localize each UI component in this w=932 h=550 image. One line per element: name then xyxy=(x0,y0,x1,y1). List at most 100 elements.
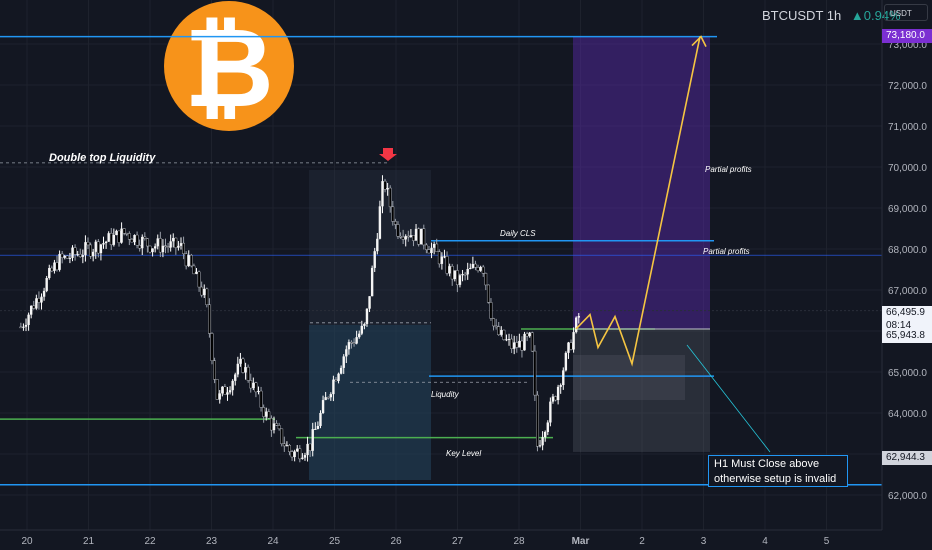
symbol-name: BTCUSDT xyxy=(762,8,824,23)
candle-body xyxy=(393,221,397,225)
currency-badge[interactable]: USDT xyxy=(884,4,928,21)
candle-body xyxy=(133,235,136,243)
candle-body xyxy=(254,382,258,393)
y-tick-label: 64,000.0 xyxy=(888,409,927,420)
candle-body xyxy=(234,374,237,381)
projection-arrow-head-icon xyxy=(691,35,707,47)
candle-body xyxy=(445,256,449,274)
candle-body xyxy=(391,206,395,222)
candle-body xyxy=(252,382,255,389)
candle-body xyxy=(559,385,562,387)
candle-body xyxy=(352,342,356,345)
candle-body xyxy=(257,391,260,393)
candle-body xyxy=(551,396,555,402)
range-zone-low xyxy=(309,325,431,480)
candle-body xyxy=(538,445,542,447)
candle-body xyxy=(329,394,333,398)
candle-body xyxy=(296,448,299,452)
candle-body xyxy=(277,425,281,430)
current-price-label: 66,495.9 xyxy=(882,306,932,320)
candle-body xyxy=(437,251,441,265)
candle-body xyxy=(355,337,358,344)
candle-body xyxy=(161,245,165,253)
candle-body xyxy=(156,238,159,247)
candle-body xyxy=(200,286,204,296)
candle-body xyxy=(270,417,273,431)
candle-body xyxy=(365,308,369,324)
candle-body xyxy=(350,341,353,344)
candle-body xyxy=(37,298,41,303)
candle-body xyxy=(424,244,428,250)
candle-body xyxy=(440,256,444,264)
candle-body xyxy=(301,457,304,459)
candle-body xyxy=(71,247,74,258)
candle-body xyxy=(388,187,392,208)
candle-body xyxy=(182,242,185,255)
candle-body xyxy=(99,244,103,254)
candle-body xyxy=(63,255,66,258)
candle-body xyxy=(135,234,139,246)
candle-body xyxy=(401,236,405,240)
candle-body xyxy=(282,443,286,447)
symbol-interval[interactable]: 1h xyxy=(826,8,842,23)
candle-body xyxy=(358,333,361,338)
candle-body xyxy=(172,238,175,242)
y-tick-label: 73,000.0 xyxy=(888,40,927,51)
candle-body xyxy=(221,386,224,394)
candle-body xyxy=(169,241,172,248)
candle-body xyxy=(203,288,206,296)
candle-body xyxy=(241,358,245,373)
projection-line xyxy=(575,36,701,367)
candle-body xyxy=(321,400,325,413)
candle-body xyxy=(308,443,312,452)
candle-body xyxy=(543,431,547,438)
candle-body xyxy=(73,247,77,255)
key-level-label: Key Level xyxy=(446,449,481,458)
candle-body xyxy=(339,367,343,374)
candle-body xyxy=(463,273,467,276)
stop-zone xyxy=(573,328,710,452)
candle-body xyxy=(466,268,469,275)
candle-body xyxy=(272,423,276,431)
x-tick-label: 25 xyxy=(329,536,341,547)
candle-body xyxy=(298,448,302,460)
candle-body xyxy=(306,443,309,456)
candle-body xyxy=(45,278,48,291)
candle-body xyxy=(530,332,534,352)
candle-body xyxy=(35,298,38,309)
candle-body xyxy=(342,356,345,368)
candle-body xyxy=(29,305,33,315)
candle-body xyxy=(476,267,480,271)
candle-body xyxy=(489,302,493,319)
y-tick-label: 72,000.0 xyxy=(888,81,927,92)
candle-body xyxy=(345,349,348,357)
candle-body xyxy=(130,239,134,243)
note-pointer xyxy=(686,344,771,453)
y-tick-label: 68,000.0 xyxy=(888,245,927,256)
candle-body xyxy=(479,266,482,271)
time-axis-bg xyxy=(0,530,932,550)
candle-body xyxy=(179,243,183,246)
x-tick-label: 22 xyxy=(144,536,156,547)
candle-body xyxy=(223,386,227,395)
x-tick-label: 28 xyxy=(513,536,525,547)
candle-body xyxy=(337,373,340,381)
candle-body xyxy=(399,235,402,238)
low-price-label: 62,944.3 xyxy=(882,451,932,465)
candle-body xyxy=(484,273,488,286)
candle-body xyxy=(528,332,531,337)
candle-body xyxy=(55,262,59,271)
bitcoin-logo-glyph: ₿ xyxy=(184,7,274,130)
candle-body xyxy=(91,251,95,257)
candle-body xyxy=(383,180,387,190)
candle-body xyxy=(293,451,296,458)
candle-body xyxy=(513,342,516,349)
candle-body xyxy=(288,445,291,452)
candle-body xyxy=(32,305,36,309)
candle-body xyxy=(412,235,415,241)
candle-body xyxy=(96,241,100,254)
candle-body xyxy=(381,181,384,207)
candle-body xyxy=(122,228,126,234)
candle-body xyxy=(22,326,25,328)
